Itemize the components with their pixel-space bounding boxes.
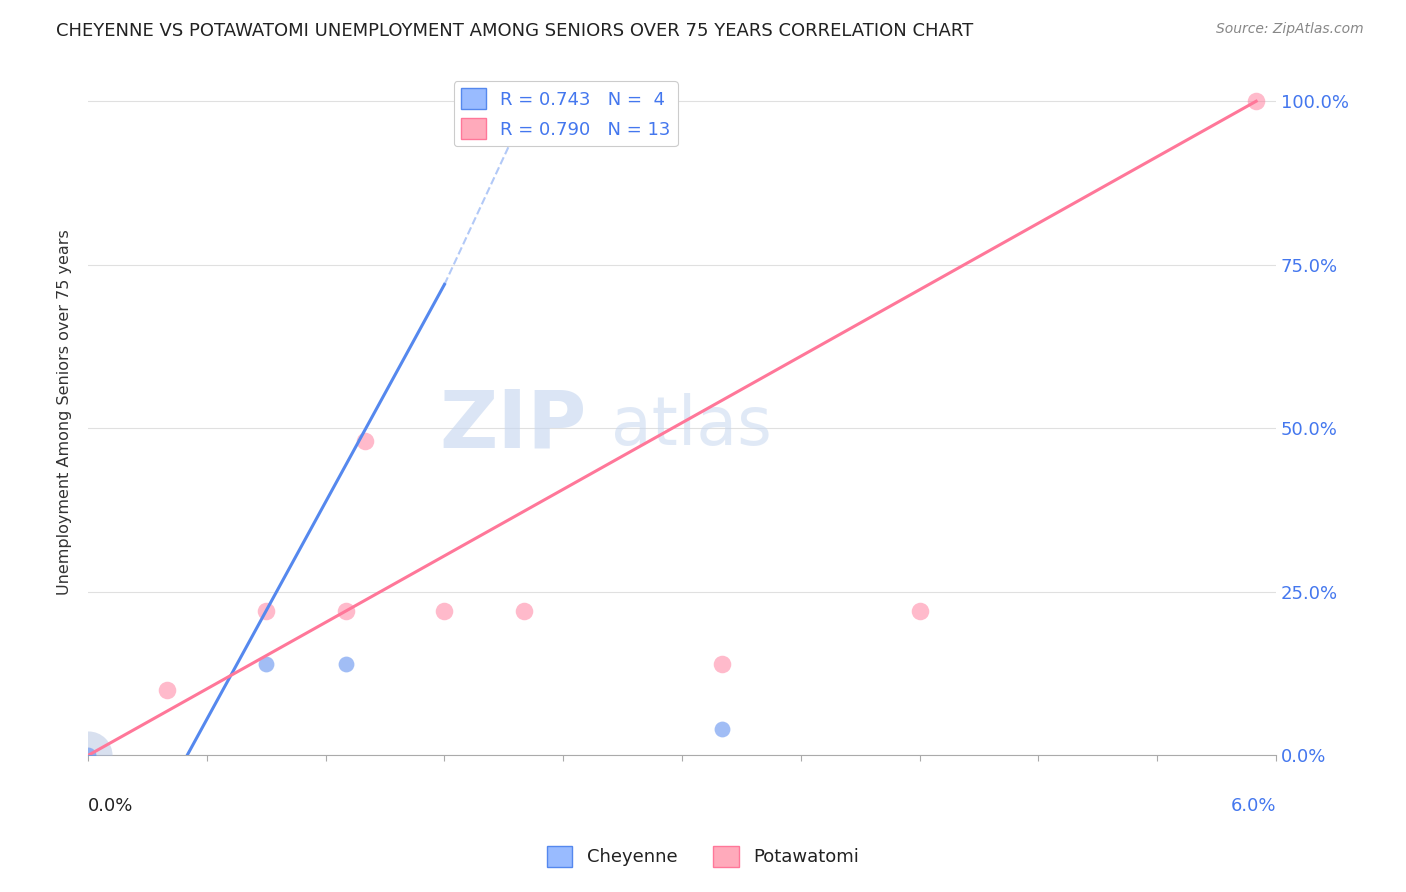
Point bbox=[335, 657, 357, 671]
Text: atlas: atlas bbox=[610, 392, 772, 458]
Y-axis label: Unemployment Among Seniors over 75 years: Unemployment Among Seniors over 75 years bbox=[58, 229, 72, 595]
Point bbox=[335, 604, 357, 618]
Point bbox=[433, 604, 456, 618]
Point bbox=[512, 604, 534, 618]
Text: 6.0%: 6.0% bbox=[1230, 797, 1277, 814]
Point bbox=[710, 657, 733, 671]
Point bbox=[254, 604, 277, 618]
Point bbox=[77, 748, 100, 763]
Point bbox=[354, 434, 377, 449]
Point bbox=[254, 657, 277, 671]
Text: 0.0%: 0.0% bbox=[89, 797, 134, 814]
Text: Source: ZipAtlas.com: Source: ZipAtlas.com bbox=[1216, 22, 1364, 37]
Legend: R = 0.743   N =  4, R = 0.790   N = 13: R = 0.743 N = 4, R = 0.790 N = 13 bbox=[454, 81, 678, 146]
Text: CHEYENNE VS POTAWATOMI UNEMPLOYMENT AMONG SENIORS OVER 75 YEARS CORRELATION CHAR: CHEYENNE VS POTAWATOMI UNEMPLOYMENT AMON… bbox=[56, 22, 973, 40]
Point bbox=[1244, 94, 1267, 108]
Point bbox=[77, 748, 100, 763]
Point bbox=[156, 682, 179, 697]
Text: ZIP: ZIP bbox=[440, 386, 588, 465]
Point bbox=[710, 722, 733, 736]
Point bbox=[908, 604, 931, 618]
Legend: Cheyenne, Potawatomi: Cheyenne, Potawatomi bbox=[540, 838, 866, 874]
